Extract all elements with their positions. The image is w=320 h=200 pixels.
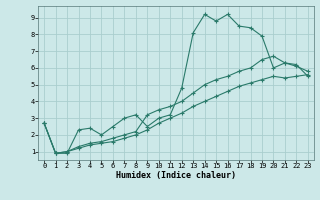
X-axis label: Humidex (Indice chaleur): Humidex (Indice chaleur) — [116, 171, 236, 180]
